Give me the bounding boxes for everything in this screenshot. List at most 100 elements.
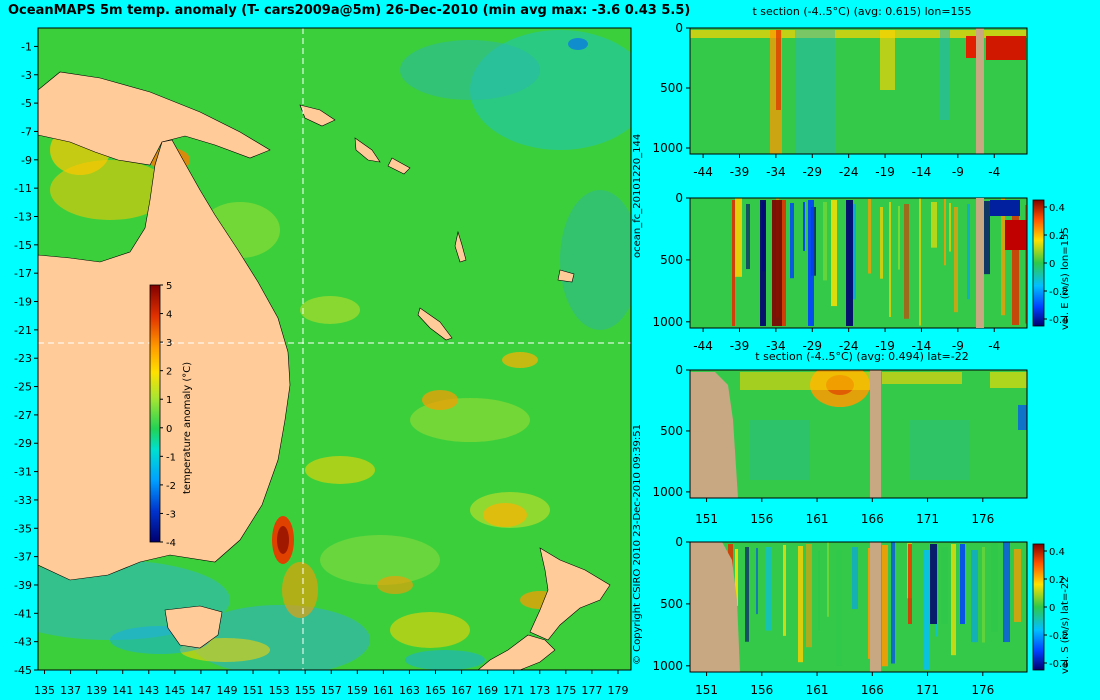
velocity-stripe [880, 207, 883, 279]
map-xtick-label: 141 [112, 684, 133, 697]
velocity-stripe [1025, 205, 1027, 324]
section-3-shelf [690, 372, 738, 498]
map-ytick-label: -11 [14, 182, 32, 195]
section-3-ytick-label: 1000 [652, 485, 683, 499]
velocity-stripe [949, 203, 951, 252]
map-ytick-label: -41 [14, 607, 32, 620]
section-4-frame [689, 541, 1028, 673]
map-xtick-label: 149 [216, 684, 237, 697]
section-4-xtick-label: 156 [750, 683, 773, 697]
map-landmasses [38, 71, 611, 670]
map-colorbar-label: temperature anomaly (°C) [182, 362, 193, 494]
map-ytick-label: -35 [14, 522, 32, 535]
section-1-land [976, 28, 984, 154]
land-new-guinea [38, 71, 271, 166]
velocity-stripe [924, 550, 930, 670]
map-xtick-label: 153 [269, 684, 290, 697]
map-xtick-label: 175 [555, 684, 576, 697]
map-ytick-label: -33 [14, 494, 32, 507]
map-colorbar [149, 284, 161, 543]
velocity-stripe [982, 547, 985, 643]
section-4-colorbar-tick-label: 0.2 [1049, 575, 1065, 586]
section-2-colorbar-tick-label: -0.4 [1049, 315, 1069, 326]
velocity-stripe [756, 548, 758, 615]
section-3-xtick-label: 166 [861, 512, 884, 526]
section-2-xtick-label: -19 [875, 339, 895, 353]
land-new-britain [299, 104, 336, 127]
section-panel-3 [689, 369, 1028, 499]
land-vanuatu [454, 230, 467, 263]
map-ytick-label: -23 [14, 352, 32, 365]
velocity-stripe [831, 200, 837, 307]
section-2-colorbar [1032, 199, 1045, 327]
map-ytick-label: -13 [14, 210, 32, 223]
section-3-xtick-label: 156 [750, 512, 773, 526]
map-colorbar-tick-label: 1 [166, 395, 172, 406]
map-ytick-label: -25 [14, 381, 32, 394]
velocity-stripe [732, 200, 735, 326]
section-2-land [976, 198, 984, 328]
section-4-colorbar-tick-label: 0.4 [1049, 547, 1065, 558]
section-2-ytick-label: 1000 [652, 315, 683, 329]
section-2-xtick-label: -14 [912, 339, 932, 353]
section-2-colorbar-tick-label: 0.4 [1049, 203, 1065, 214]
land-fiji [557, 269, 575, 283]
velocity-stripe [1014, 549, 1021, 622]
map-xtick-label: 177 [581, 684, 602, 697]
velocity-stripe [803, 202, 805, 251]
land-solomons [354, 137, 411, 175]
section-3-xtick-label: 151 [695, 512, 718, 526]
section-1-ytick-label: 0 [675, 21, 683, 35]
section-4-xtick-label: 151 [695, 683, 718, 697]
section-panel-2 [689, 197, 1045, 329]
map-xtick-label: 145 [164, 684, 185, 697]
map-ytick-label: -17 [14, 267, 32, 280]
section-1-xtick-label: -4 [988, 165, 1000, 179]
section-4-colorbar [1032, 543, 1045, 671]
velocity-stripe [735, 198, 742, 277]
section-2-xtick-label: -4 [988, 339, 1000, 353]
section-2-ytick-label: 500 [660, 253, 683, 267]
map-anomaly-patterns [38, 30, 631, 670]
velocity-stripe [746, 204, 750, 270]
section-3-land [870, 370, 881, 498]
map-ytick-label: -31 [14, 466, 32, 479]
section-4-colorbar-tick-label: -0.2 [1049, 631, 1069, 642]
map-frame [37, 27, 632, 671]
map-xtick-label: 161 [373, 684, 394, 697]
map-colorbar-tick-label: 4 [166, 310, 172, 321]
map-xtick-label: 171 [503, 684, 524, 697]
section-2-colorbar-label: vel. E (m/s) lon=155 [1060, 227, 1071, 330]
velocity-stripe [908, 544, 912, 624]
velocity-stripe [846, 200, 853, 326]
section-3-frame [689, 369, 1028, 499]
section-4-xtick-label: 176 [971, 683, 994, 697]
velocity-stripe [930, 544, 937, 624]
velocity-stripe [951, 544, 956, 656]
figure-title: OceanMAPS 5m temp. anomaly (T- cars2009a… [8, 3, 691, 18]
velocity-stripe [1001, 198, 1005, 316]
velocity-stripe [898, 206, 900, 270]
section-1-xtick-label: -24 [839, 165, 859, 179]
section-2-xtick-label: -44 [693, 339, 713, 353]
section-1-xtick-label: -34 [766, 165, 786, 179]
map-ytick-label: -7 [21, 125, 32, 138]
section-4-xtick-label: 171 [916, 683, 939, 697]
map-colorbar-tick-label: -3 [166, 509, 176, 520]
section-1-xtick-label: -39 [730, 165, 750, 179]
section-1-xtick-label: -29 [802, 165, 822, 179]
velocity-stripe [808, 200, 814, 326]
section-2-colorbar-tick-label: 0 [1049, 259, 1055, 270]
section-2-xtick-label: -9 [952, 339, 964, 353]
section-3-xtick-label: 171 [916, 512, 939, 526]
velocity-stripe [827, 542, 829, 617]
section-panel-1 [689, 27, 1028, 155]
map-ytick-label: -5 [21, 97, 32, 110]
velocity-stripe [1012, 202, 1019, 325]
section-4-colorbar-label: vel. S (m/s) lat=-22 [1060, 576, 1071, 674]
section-4-shelf [690, 542, 740, 672]
map-xtick-label: 143 [138, 684, 159, 697]
section-4-xtick-label: 166 [861, 683, 884, 697]
map-ytick-label: -9 [21, 154, 32, 167]
temperature-anomaly-map [37, 27, 632, 671]
